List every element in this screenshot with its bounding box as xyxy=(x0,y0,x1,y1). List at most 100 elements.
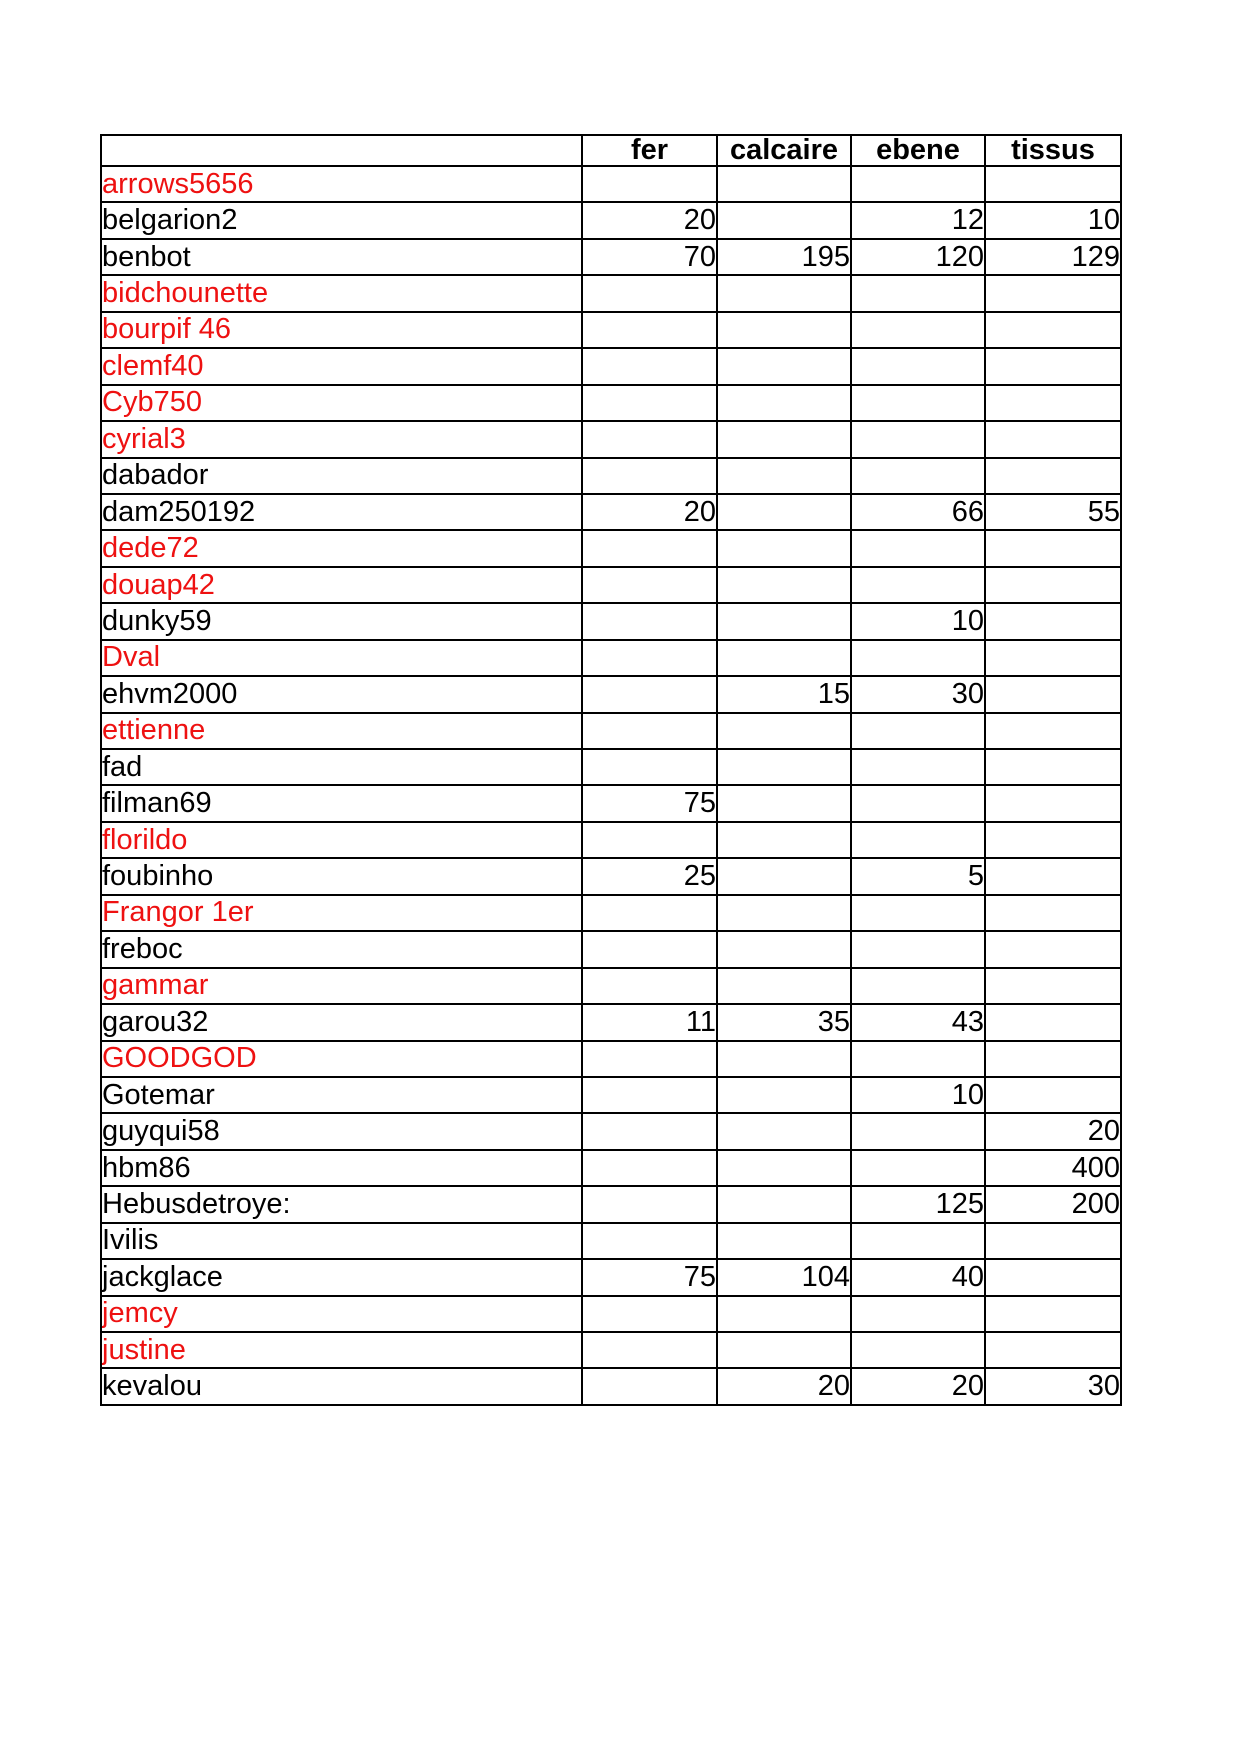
cell-calcaire: 20 xyxy=(716,1367,852,1406)
cell-fer xyxy=(581,1112,718,1151)
cell-tissus xyxy=(984,820,1122,860)
cell-tissus xyxy=(984,784,1122,823)
cell-ebene xyxy=(850,310,986,350)
header-cell-empty xyxy=(100,134,583,167)
table-row: guyqui58 20 xyxy=(100,1112,1122,1151)
player-name-cell: Ivilis xyxy=(100,1221,583,1261)
table-row: gammar xyxy=(100,966,1122,1006)
cell-calcaire xyxy=(716,347,852,386)
cell-ebene xyxy=(850,711,986,751)
cell-tissus: 400 xyxy=(984,1148,1122,1188)
cell-ebene xyxy=(850,1112,986,1151)
cell-fer xyxy=(581,675,718,714)
cell-fer xyxy=(581,1221,718,1261)
cell-fer xyxy=(581,893,718,933)
player-name-cell: Dval xyxy=(100,638,583,678)
cell-tissus xyxy=(984,1294,1122,1334)
cell-ebene xyxy=(850,747,986,787)
cell-fer xyxy=(581,1294,718,1334)
table-row: justine xyxy=(100,1330,1122,1370)
table-row: jemcy xyxy=(100,1294,1122,1334)
cell-calcaire: 35 xyxy=(716,1003,852,1042)
cell-tissus xyxy=(984,857,1122,896)
table-row: fad xyxy=(100,747,1122,787)
cell-tissus xyxy=(984,711,1122,751)
cell-ebene xyxy=(850,930,986,969)
cell-tissus xyxy=(984,1330,1122,1370)
cell-ebene xyxy=(850,164,986,204)
cell-tissus xyxy=(984,675,1122,714)
table-row: dabador xyxy=(100,456,1122,495)
cell-fer xyxy=(581,1330,718,1370)
cell-ebene: 30 xyxy=(850,675,986,714)
cell-ebene xyxy=(850,1294,986,1334)
cell-calcaire xyxy=(716,1294,852,1334)
cell-tissus xyxy=(984,747,1122,787)
cell-fer xyxy=(581,747,718,787)
player-name-cell: Frangor 1er xyxy=(100,893,583,933)
cell-tissus xyxy=(984,420,1122,459)
cell-calcaire xyxy=(716,529,852,568)
cell-ebene xyxy=(850,784,986,823)
cell-ebene xyxy=(850,820,986,860)
cell-ebene xyxy=(850,966,986,1006)
table-body: arrows5656 belgarion2 20 12 10 benbot 70 195 120… xyxy=(100,164,1122,1406)
player-name-cell: freboc xyxy=(100,930,583,969)
header-cell-calcaire: calcaire xyxy=(716,134,852,167)
table-row: benbot 70 195 120 129 xyxy=(100,237,1122,277)
cell-calcaire xyxy=(716,1112,852,1151)
cell-fer xyxy=(581,930,718,969)
cell-tissus xyxy=(984,347,1122,386)
cell-fer: 75 xyxy=(581,784,718,823)
cell-ebene: 66 xyxy=(850,492,986,532)
table-row: douap42 xyxy=(100,565,1122,605)
cell-ebene xyxy=(850,347,986,386)
cell-fer xyxy=(581,966,718,1006)
player-name-cell: clemf40 xyxy=(100,347,583,386)
cell-tissus xyxy=(984,1075,1122,1115)
cell-calcaire xyxy=(716,1221,852,1261)
table-row: clemf40 xyxy=(100,347,1122,386)
player-name-cell: jackglace xyxy=(100,1258,583,1297)
table-row: ettienne xyxy=(100,711,1122,751)
cell-tissus xyxy=(984,638,1122,678)
cell-calcaire xyxy=(716,383,852,423)
cell-calcaire: 104 xyxy=(716,1258,852,1297)
player-name-cell: benbot xyxy=(100,237,583,277)
table-row: arrows5656 xyxy=(100,164,1122,204)
table-row: florildo xyxy=(100,820,1122,860)
cell-calcaire xyxy=(716,420,852,459)
cell-calcaire xyxy=(716,638,852,678)
cell-tissus xyxy=(984,893,1122,933)
player-name-cell: Cyb750 xyxy=(100,383,583,423)
cell-ebene xyxy=(850,456,986,495)
cell-ebene: 12 xyxy=(850,201,986,240)
cell-tissus xyxy=(984,383,1122,423)
table-row: freboc xyxy=(100,930,1122,969)
cell-fer: 75 xyxy=(581,1258,718,1297)
player-name-cell: GOODGOD xyxy=(100,1039,583,1078)
header-cell-ebene: ebene xyxy=(850,134,986,167)
cell-tissus xyxy=(984,456,1122,495)
cell-ebene: 40 xyxy=(850,1258,986,1297)
cell-ebene: 5 xyxy=(850,857,986,896)
cell-tissus: 10 xyxy=(984,201,1122,240)
cell-calcaire xyxy=(716,893,852,933)
cell-tissus: 55 xyxy=(984,492,1122,532)
player-name-cell: Hebusdetroye: xyxy=(100,1185,583,1224)
table-row: Cyb750 xyxy=(100,383,1122,423)
cell-calcaire xyxy=(716,201,852,240)
cell-tissus xyxy=(984,310,1122,350)
player-name-cell: ehvm2000 xyxy=(100,675,583,714)
cell-ebene xyxy=(850,529,986,568)
player-name-cell: filman69 xyxy=(100,784,583,823)
cell-calcaire xyxy=(716,310,852,350)
table-row: GOODGOD xyxy=(100,1039,1122,1078)
cell-ebene xyxy=(850,1148,986,1188)
cell-ebene xyxy=(850,383,986,423)
player-name-cell: dam250192 xyxy=(100,492,583,532)
cell-calcaire xyxy=(716,820,852,860)
table-row: dede72 xyxy=(100,529,1122,568)
table-row: bidchounette xyxy=(100,274,1122,313)
